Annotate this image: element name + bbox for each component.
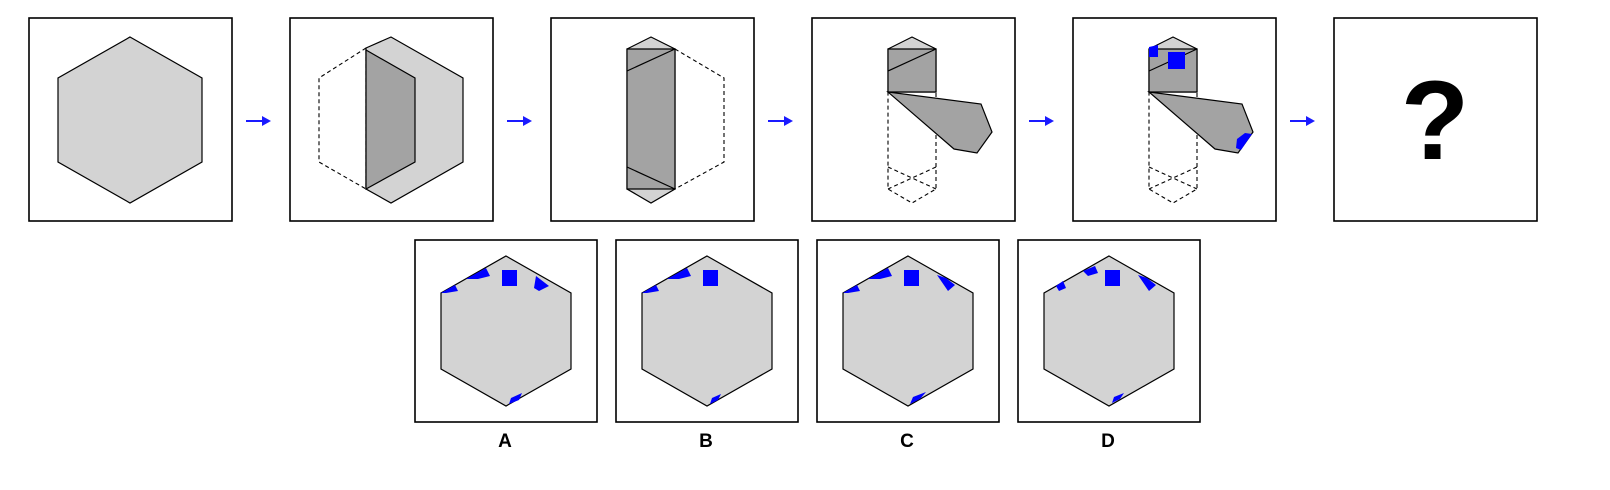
punch-mark-square — [904, 270, 919, 286]
arrow-icon — [507, 116, 532, 126]
punch-mark-square — [1168, 52, 1185, 69]
punch-mark-square — [703, 270, 718, 286]
punch-mark — [937, 275, 955, 291]
folded-layer — [887, 48, 937, 93]
punch-mark — [710, 394, 721, 404]
option-c[interactable]: C — [816, 239, 1000, 452]
punch-mark — [843, 285, 860, 293]
arrow-icon — [1290, 116, 1315, 126]
punch-mark — [1112, 393, 1124, 403]
arrow-icon — [768, 116, 793, 126]
step-4-panel — [811, 17, 1016, 222]
punch-mark — [1083, 266, 1098, 276]
step-3-panel — [550, 17, 755, 222]
option-a[interactable]: A — [414, 239, 598, 452]
step-5-panel — [1072, 17, 1277, 222]
punch-mark — [910, 392, 926, 404]
punch-mark — [667, 268, 691, 279]
punch-mark — [868, 268, 892, 279]
punch-mark-square — [502, 270, 517, 286]
folded-flap — [626, 48, 676, 190]
arrow-icon — [1029, 116, 1054, 126]
hexagon-paper — [57, 36, 203, 204]
arrow-icon — [246, 116, 271, 126]
option-label: B — [699, 431, 713, 452]
punch-mark — [509, 393, 522, 404]
hexagon-paper — [1043, 255, 1175, 407]
option-d[interactable]: D — [1017, 239, 1201, 452]
punch-mark-square — [1105, 270, 1120, 286]
punch-mark — [1149, 45, 1158, 57]
option-label: D — [1101, 431, 1115, 452]
option-b[interactable]: B — [615, 239, 799, 452]
option-label: A — [498, 431, 512, 452]
punch-mark — [1236, 133, 1252, 150]
step-1-panel — [28, 17, 233, 222]
folded-flap — [886, 91, 993, 154]
punch-mark — [466, 268, 490, 279]
punch-mark — [1056, 281, 1066, 291]
punch-mark — [534, 276, 549, 291]
step-2-panel — [289, 17, 494, 222]
punch-mark — [441, 285, 458, 293]
question-panel: ? — [1333, 17, 1538, 222]
punch-mark — [642, 285, 659, 293]
panel-frame — [1333, 17, 1538, 222]
fold-outline-dashed — [674, 48, 725, 190]
punch-mark — [1138, 275, 1156, 291]
question-mark: ? — [1401, 58, 1469, 183]
option-label: C — [900, 431, 914, 452]
folded-flap — [365, 48, 416, 191]
